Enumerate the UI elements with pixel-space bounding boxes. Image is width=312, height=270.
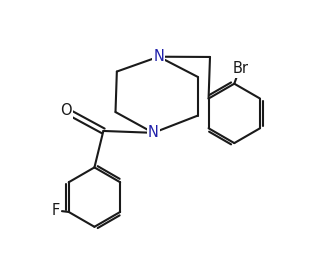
Text: N: N xyxy=(148,125,159,140)
Text: N: N xyxy=(153,49,164,64)
Text: O: O xyxy=(60,103,72,118)
Text: Br: Br xyxy=(233,61,249,76)
Text: F: F xyxy=(51,203,60,218)
